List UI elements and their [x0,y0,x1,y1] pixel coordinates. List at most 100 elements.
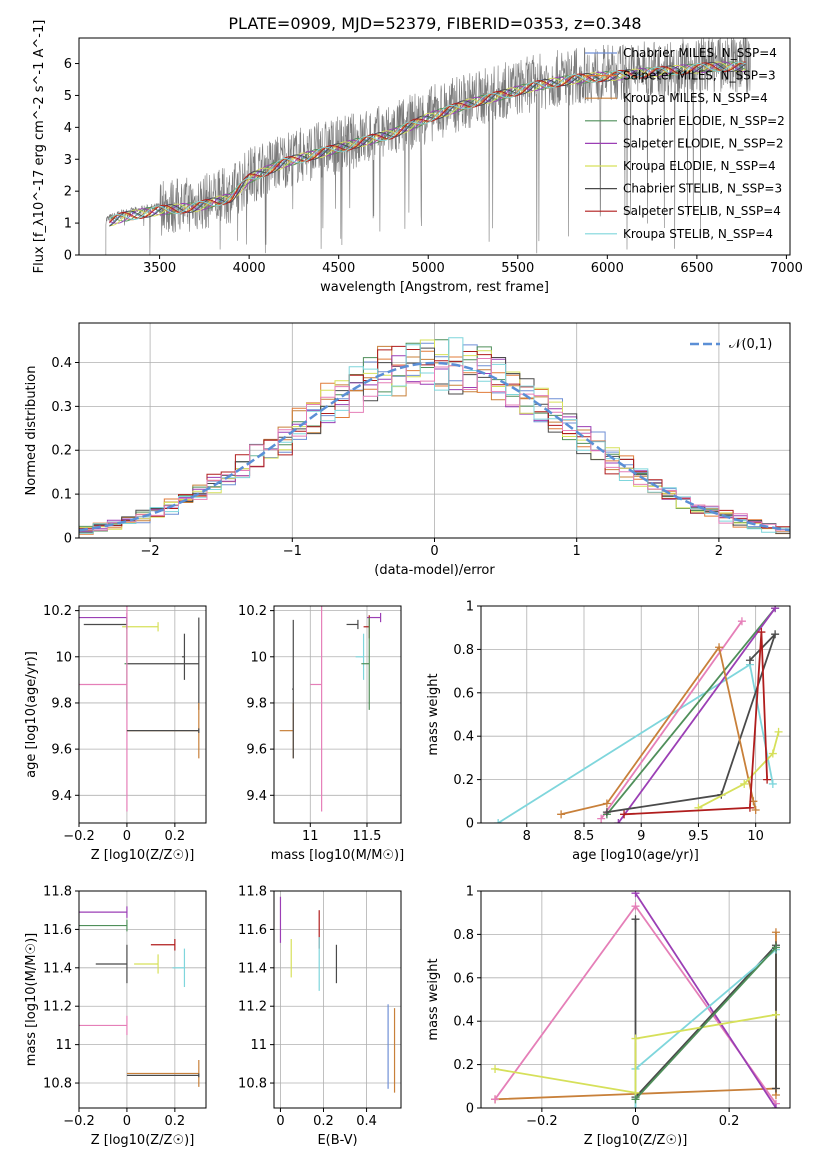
legend-label: Kroupa STELIB, N_SSP=4 [623,227,773,241]
y-tick-label: 6 [64,57,72,72]
data-point [751,805,760,814]
plot-area [491,891,780,1108]
axes-frame [78,37,791,256]
x-axis-label: (data-model)/error [374,563,495,578]
data-point [737,617,746,626]
axes-frame [273,605,402,824]
y-tick-label: 0.2 [453,1058,474,1073]
y-tick-label: 11 [250,1038,267,1053]
plot-area [105,38,751,255]
weight-series [697,731,780,809]
weight-series [634,946,777,1100]
y-tick-label: 11 [55,1038,72,1053]
legend-label: Chabrier MILES, N_SSP=4 [623,46,777,60]
model-line [109,61,746,227]
panel-mass_vs_ebv: 0 0.2 0.4 10.8 11 11.2 11.4 11.6 11.8 E(B-V) [238,885,402,1148]
histogram-series [79,358,790,532]
x-axis-label: Z [log10(Z/Z☉)] [91,1133,195,1148]
x-tick-label: 3500 [143,261,176,276]
x-tick-label: −0.2 [526,1114,558,1129]
plot-area [279,896,396,1093]
y-tick-label: 0.6 [453,686,474,701]
y-tick-label: 10.2 [43,604,72,619]
y-tick-label: 1 [466,600,474,615]
data-point [631,1104,640,1108]
data-point [774,727,783,736]
y-tick-label: 9.4 [246,789,267,804]
data-point [763,775,772,784]
y-tick-label: 0.2 [453,773,474,788]
normal-curve [79,361,790,532]
data-point [614,819,623,823]
weight-series [606,607,776,815]
x-tick-label: −2 [141,544,160,559]
data-point [631,915,640,924]
axes-frame [78,322,791,539]
y-tick-label: 0.6 [453,971,474,986]
y-tick-label: 0 [64,532,72,547]
legend-label: Chabrier ELODIE, N_SSP=2 [623,114,785,128]
data-point [631,891,640,898]
data-point [757,628,766,637]
y-tick-label: 5 [64,89,72,104]
panel-residuals: −2 −1 0 1 2 0 0.1 0.2 0.3 0.4 (data-model)/error No… [24,322,791,578]
x-tick-label: 0 [123,829,131,844]
x-tick-label: −0.2 [63,829,95,844]
data-point [771,630,780,639]
x-tick-label: 11 [302,829,319,844]
data-point [491,1064,500,1073]
figure-title: PLATE=0909, MJD=52379, FIBERID=0353, z=0… [228,14,641,33]
data-point [771,606,780,613]
y-tick-label: 10.8 [43,1077,72,1092]
y-tick-label: 0.4 [453,730,474,745]
x-tick-label: 10 [747,829,764,844]
data-point [631,1095,640,1104]
x-tick-label: 7000 [770,261,803,276]
y-tick-label: 0.1 [51,488,72,503]
data-point [602,799,611,808]
data-point [715,643,724,652]
x-tick-label: 2 [715,544,723,559]
x-tick-label: 0 [430,544,438,559]
x-tick-label: 11.5 [353,829,382,844]
data-point [745,656,754,665]
panel-weight_vs_Z: −0.2 0 0.2 0 0.2 0.4 0.6 0.8 1 Z [log10(Z/Z☉)] mas… [426,885,791,1148]
x-tick-label: 0 [631,1114,639,1129]
x-tick-label: 5000 [412,261,445,276]
x-tick-label: 0.2 [719,1114,740,1129]
y-tick-label: 0.4 [453,1015,474,1030]
legend-label: Salpeter STELIB, N_SSP=4 [623,204,781,218]
legend-label: Salpeter MILES, N_SSP=3 [623,69,776,83]
legend-label: Kroupa ELODIE, N_SSP=4 [623,159,776,173]
panel-spectrum: 3500 4000 4500 5000 5500 6000 6500 7000 0 1 2 3 4 5 6 w… [32,20,803,295]
plot-area [79,606,200,812]
x-axis-label: Z [log10(Z/Z☉)] [91,848,195,863]
y-axis-label: Flux [f_λ10^-17 erg cm^-2 s^-1 A^-1] [32,20,47,274]
legend-label: Chabrier STELIB, N_SSP=3 [623,182,782,196]
y-tick-label: 0 [64,249,72,264]
data-point [494,819,503,823]
axes-frame [273,890,402,1109]
x-tick-label: 1 [573,544,581,559]
y-tick-label: 10 [55,650,72,665]
x-tick-label: 9 [637,829,645,844]
data-point [631,902,640,911]
panel-mass_vs_Z: −0.2 0 0.2 10.8 11 11.2 11.4 11.6 11.8 Z [log10(Z… [24,885,207,1148]
y-tick-label: 2 [64,185,72,200]
y-tick-label: 11.2 [238,1000,267,1015]
x-axis-label: age [log10(age/yr)] [572,848,699,863]
x-tick-label: 6000 [591,261,624,276]
y-tick-label: 1 [466,885,474,900]
data-point [771,1084,780,1093]
axes-frame [78,605,207,824]
model-line [109,61,746,224]
legend-label: Kroupa MILES, N_SSP=4 [623,91,768,105]
axes-frame [78,890,207,1109]
y-axis-label: mass weight [426,958,441,1040]
model-line [109,61,746,220]
model-line [109,61,746,224]
data-point [597,814,606,823]
data-point [771,943,780,952]
x-axis-label: mass [log10(M/M☉)] [271,848,404,863]
x-tick-label: 9.5 [688,829,709,844]
